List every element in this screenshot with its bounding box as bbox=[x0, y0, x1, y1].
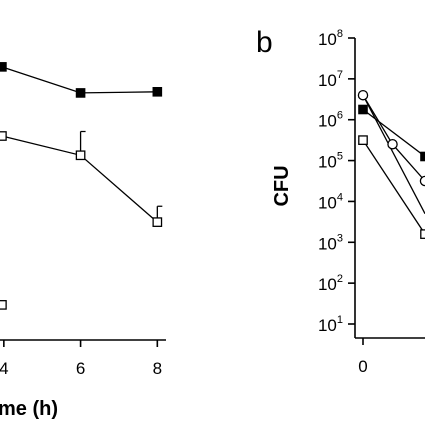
panel-a-series-line bbox=[1, 135, 158, 223]
panel-b: b CFU 108 107 106 105 104 103 102 101 0 bbox=[256, 26, 425, 376]
panel-b-series-line bbox=[362, 94, 425, 215]
panel-a-plot-area bbox=[0, 62, 163, 310]
panel-a-data-point bbox=[0, 300, 7, 310]
panel-b-data-point bbox=[420, 151, 425, 162]
panel-b-y-tick-label: 106 bbox=[318, 110, 343, 131]
panel-a-x-tick-label: 6 bbox=[76, 359, 85, 378]
panel-b-x-ticks: 0 bbox=[358, 338, 368, 376]
panel-b-y-tick-label: 105 bbox=[318, 151, 343, 172]
panel-b-data-point bbox=[419, 175, 425, 187]
panel-b-x-tick-label: 0 bbox=[358, 357, 367, 376]
panel-a-data-point bbox=[75, 150, 86, 161]
panel-b-y-axis-label: CFU bbox=[271, 165, 293, 206]
panel-b-y-ticks: 108 107 106 105 104 103 102 101 bbox=[318, 28, 355, 335]
panel-b-y-tick-label: 101 bbox=[318, 314, 343, 335]
panel-a: 4 6 8 me (h) bbox=[0, 62, 166, 420]
panel-b-y-tick-label: 103 bbox=[318, 232, 343, 253]
panel-b-series-line bbox=[362, 108, 425, 158]
panel-b-y-tick-label: 102 bbox=[318, 273, 343, 294]
panel-a-data-point bbox=[0, 131, 7, 141]
panel-a-x-ticks: 4 6 8 bbox=[0, 340, 162, 378]
panel-b-y-tick-label: 107 bbox=[318, 69, 343, 90]
panel-b-series-line bbox=[362, 94, 425, 182]
panel-b-data-point bbox=[358, 135, 368, 145]
panel-b-y-tick-label: 108 bbox=[318, 28, 343, 49]
panel-a-data-point bbox=[152, 217, 163, 227]
panel-b-y-tick-label: 104 bbox=[318, 191, 343, 212]
panel-a-x-tick-label: 4 bbox=[0, 359, 9, 378]
panel-b-data-point bbox=[387, 138, 398, 150]
panel-a-x-axis-label: me (h) bbox=[0, 398, 58, 420]
panel-a-data-point bbox=[0, 62, 7, 72]
panel-a-data-point bbox=[152, 86, 163, 97]
panel-b-letter: b bbox=[256, 26, 273, 59]
panel-a-data-point bbox=[75, 88, 86, 98]
panel-b-data-point bbox=[358, 104, 368, 115]
panel-b-plot-area bbox=[357, 89, 425, 239]
panel-b-series-line bbox=[362, 139, 425, 235]
panel-a-x-tick-label: 8 bbox=[153, 359, 162, 378]
panel-b-data-point bbox=[420, 229, 425, 239]
panel-b-data-point bbox=[357, 89, 369, 101]
